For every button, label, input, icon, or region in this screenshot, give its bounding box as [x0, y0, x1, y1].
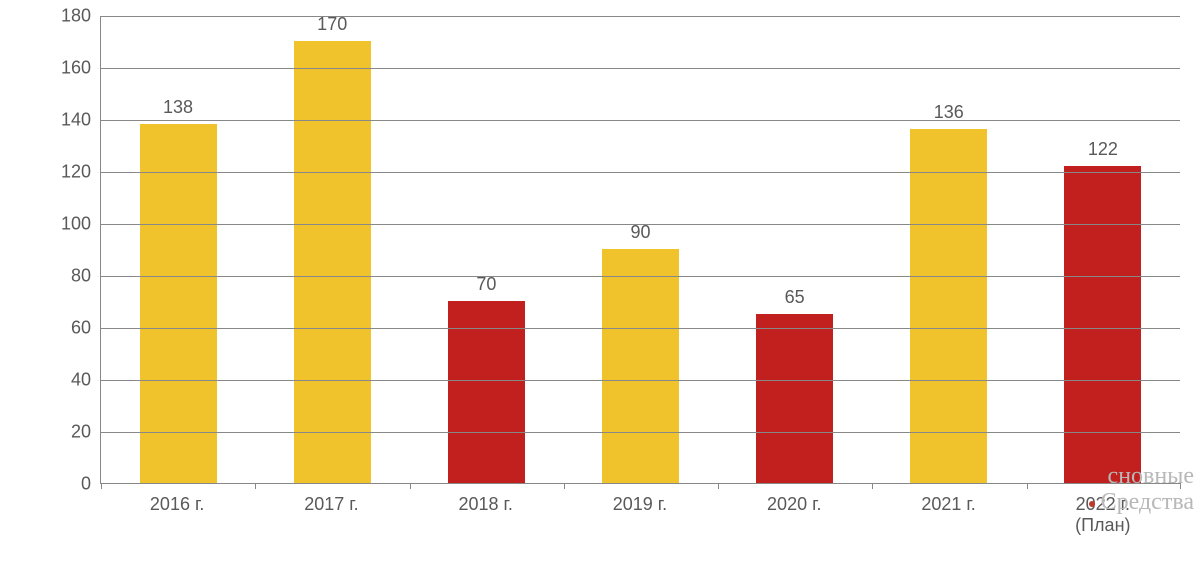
bar: 122 [1064, 166, 1141, 483]
x-tick [1027, 483, 1028, 489]
bar-slot: 170 [255, 16, 409, 483]
bar: 138 [140, 124, 217, 483]
gridline [101, 68, 1180, 69]
bar-value-label: 65 [785, 287, 805, 308]
x-tick [101, 483, 102, 489]
bar: 65 [756, 314, 833, 483]
y-tick-label: 180 [61, 6, 91, 27]
x-axis-label-line1: 2017 г. [254, 494, 408, 515]
x-axis-label-line1: 2016 г. [100, 494, 254, 515]
bar-value-label: 122 [1088, 139, 1118, 160]
x-axis-label-line1: 2020 г. [717, 494, 871, 515]
x-axis-label: 2021 г. [871, 494, 1025, 536]
x-axis-label-line1: 2018 г. [409, 494, 563, 515]
gridline [101, 380, 1180, 381]
gridline [101, 276, 1180, 277]
bar-slot: 136 [872, 16, 1026, 483]
gridline [101, 120, 1180, 121]
x-axis-label: 2016 г. [100, 494, 254, 536]
y-tick-label: 120 [61, 162, 91, 183]
bar: 90 [602, 249, 679, 483]
y-tick-label: 140 [61, 110, 91, 131]
y-tick-label: 100 [61, 214, 91, 235]
bar-value-label: 138 [163, 97, 193, 118]
bar-slot: 65 [718, 16, 872, 483]
x-axis-label: 2019 г. [563, 494, 717, 536]
x-tick [872, 483, 873, 489]
y-tick-label: 80 [71, 266, 91, 287]
y-tick-label: 40 [71, 370, 91, 391]
gridline [101, 328, 1180, 329]
y-tick-label: 0 [81, 474, 91, 495]
y-tick-label: 160 [61, 58, 91, 79]
x-tick [718, 483, 719, 489]
gridline [101, 16, 1180, 17]
gridline [101, 172, 1180, 173]
x-axis-label: 2017 г. [254, 494, 408, 536]
bar-chart: 138 170 70 90 65 136 122 0 20 40 60 80 100 120 140 160… [0, 0, 1200, 565]
x-tick [564, 483, 565, 489]
bar-slot: 122 [1026, 16, 1180, 483]
y-tick-label: 60 [71, 318, 91, 339]
bar: 170 [294, 41, 371, 483]
bar-value-label: 70 [476, 274, 496, 295]
x-tick [1180, 483, 1181, 489]
x-axis-label: 2018 г. [409, 494, 563, 536]
gridline [101, 432, 1180, 433]
x-axis-label: 2022 г.(План) [1026, 494, 1180, 536]
bars-container: 138 170 70 90 65 136 122 [101, 16, 1180, 483]
plot-area: 138170709065136122 020406080100120140160… [100, 16, 1180, 484]
bar-value-label: 90 [630, 222, 650, 243]
x-axis-label-line1: 2019 г. [563, 494, 717, 515]
x-axis-label-line1: 2022 г. [1026, 494, 1180, 515]
x-axis-label-line2: (План) [1026, 515, 1180, 536]
bar: 136 [910, 129, 987, 483]
x-tick [410, 483, 411, 489]
bar-slot: 70 [409, 16, 563, 483]
bar-slot: 90 [563, 16, 717, 483]
x-axis-label-line1: 2021 г. [871, 494, 1025, 515]
y-tick-label: 20 [71, 422, 91, 443]
bar-slot: 138 [101, 16, 255, 483]
x-axis-labels: 2016 г.2017 г.2018 г.2019 г.2020 г.2021 … [100, 494, 1180, 536]
bar-value-label: 170 [317, 14, 347, 35]
gridline [101, 224, 1180, 225]
x-axis-label: 2020 г. [717, 494, 871, 536]
x-tick [255, 483, 256, 489]
